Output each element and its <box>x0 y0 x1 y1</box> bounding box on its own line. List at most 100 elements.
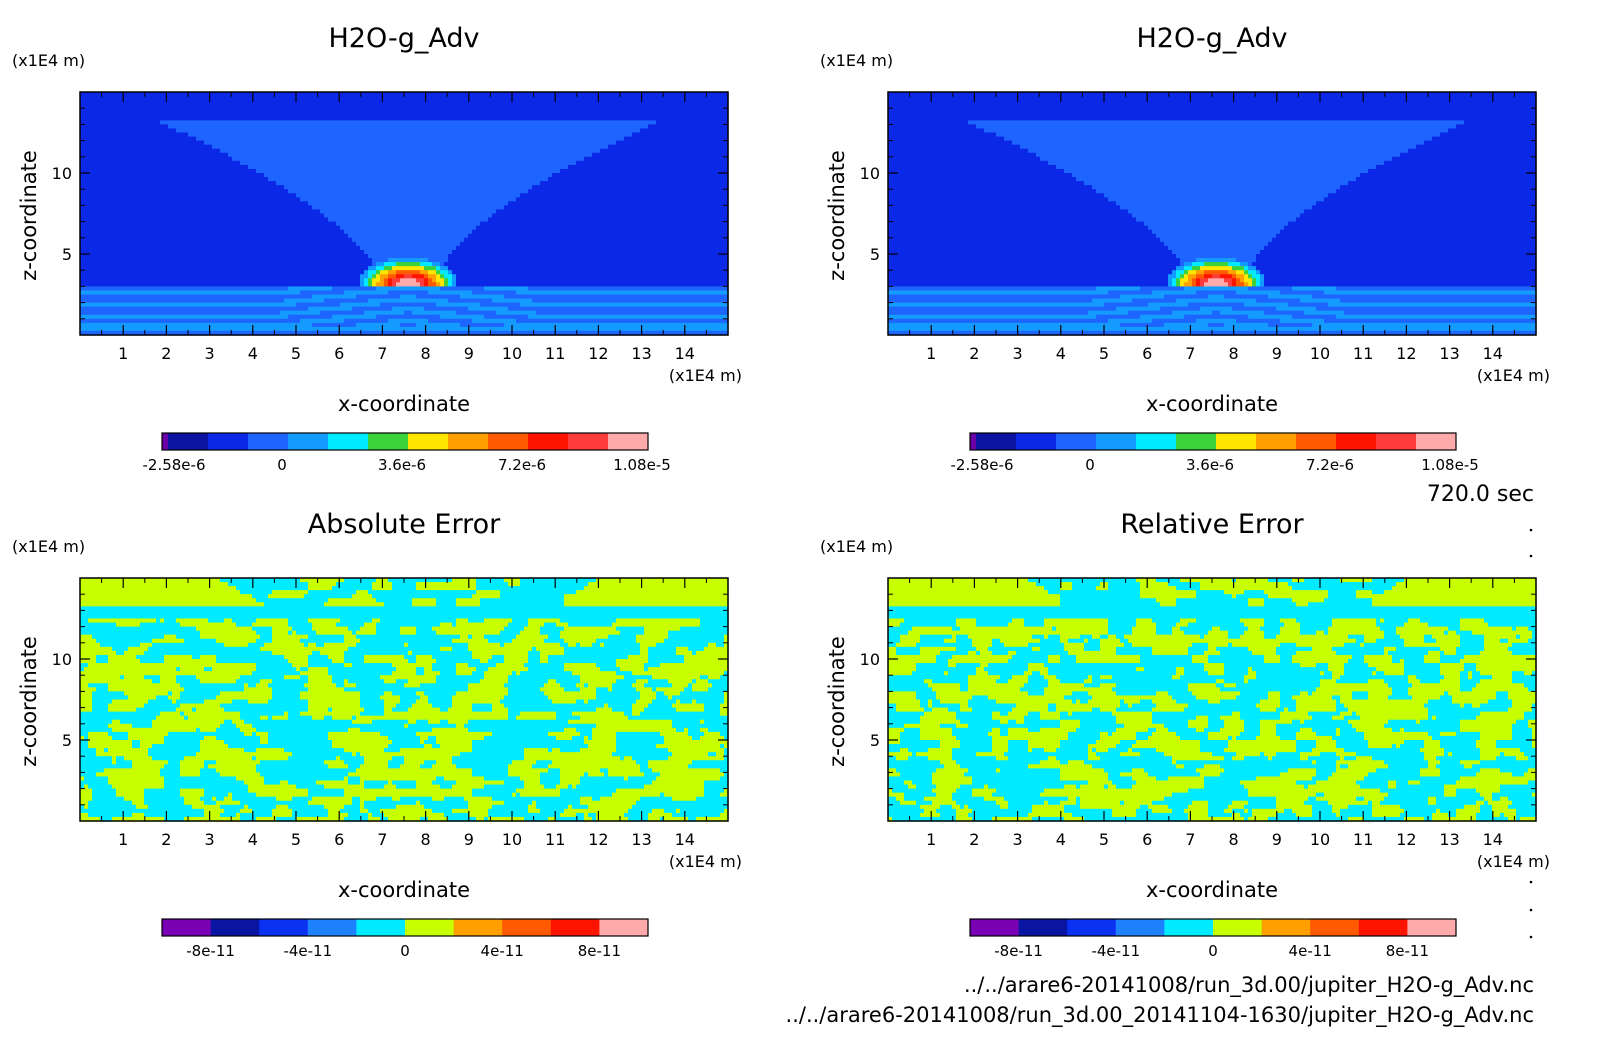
heatmap-cell <box>428 149 433 154</box>
heatmap-cell <box>604 149 609 154</box>
heatmap-cell <box>568 153 573 158</box>
heatmap-cell <box>84 133 89 138</box>
heatmap-cell <box>392 116 397 121</box>
heatmap-cell <box>272 137 277 142</box>
heatmap-cell <box>568 149 573 154</box>
heatmap-cell <box>140 209 145 214</box>
heatmap-cell <box>644 165 649 170</box>
heatmap-cell <box>88 96 93 101</box>
heatmap-cell <box>544 181 549 186</box>
heatmap-cell <box>120 193 125 198</box>
heatmap-cell <box>720 209 725 214</box>
heatmap-cell <box>400 165 405 170</box>
heatmap-cell <box>420 116 425 121</box>
heatmap-cell <box>352 112 357 117</box>
heatmap-cell <box>456 214 461 219</box>
heatmap-cell <box>512 100 517 105</box>
heatmap-cell <box>416 145 421 150</box>
heatmap-cell <box>496 181 501 186</box>
heatmap-cell <box>596 128 601 133</box>
heatmap-cell <box>308 145 313 150</box>
heatmap-cell <box>240 133 245 138</box>
heatmap-cell <box>572 214 577 219</box>
heatmap-cell <box>364 197 369 202</box>
heatmap-cell <box>460 112 465 117</box>
heatmap-cell <box>404 197 409 202</box>
heatmap-cell <box>152 189 157 194</box>
heatmap-cell <box>248 157 253 162</box>
heatmap-cell <box>92 157 97 162</box>
heatmap-cell <box>312 193 317 198</box>
heatmap-cell <box>380 141 385 146</box>
heatmap-cell <box>148 96 153 101</box>
heatmap-cell <box>556 173 561 178</box>
heatmap-cell <box>284 141 289 146</box>
heatmap-cell <box>504 112 509 117</box>
heatmap-cell <box>536 104 541 109</box>
heatmap-cell <box>376 137 381 142</box>
heatmap-cell <box>620 209 625 214</box>
heatmap-cell <box>228 165 233 170</box>
heatmap-cell <box>704 128 709 133</box>
heatmap-cell <box>688 96 693 101</box>
heatmap-cell <box>532 116 537 121</box>
heatmap-cell <box>328 177 333 182</box>
heatmap-cell <box>668 145 673 150</box>
heatmap-cell <box>392 197 397 202</box>
heatmap-cell <box>252 124 257 129</box>
heatmap-cell <box>620 116 625 121</box>
heatmap-cell <box>692 145 697 150</box>
heatmap-cell <box>528 181 533 186</box>
heatmap-cell <box>144 120 149 125</box>
heatmap-cell <box>192 112 197 117</box>
heatmap-cell <box>712 116 717 121</box>
heatmap-cell <box>336 137 341 142</box>
heatmap-cell <box>424 201 429 206</box>
heatmap-cell <box>560 141 565 146</box>
heatmap-cell <box>172 189 177 194</box>
heatmap-cell <box>452 185 457 190</box>
heatmap-cell <box>324 201 329 206</box>
heatmap-cell <box>520 214 525 219</box>
heatmap-cell <box>156 165 161 170</box>
heatmap-cell <box>244 161 249 166</box>
heatmap-cell <box>500 177 505 182</box>
heatmap-cell <box>96 100 101 105</box>
heatmap-cell <box>480 112 485 117</box>
heatmap-cell <box>564 197 569 202</box>
heatmap-cell <box>536 141 541 146</box>
heatmap-cell <box>112 133 117 138</box>
heatmap-cell <box>360 141 365 146</box>
heatmap-cell <box>336 197 341 202</box>
heatmap-cell <box>588 185 593 190</box>
heatmap-cell <box>132 177 137 182</box>
heatmap-cell <box>488 197 493 202</box>
heatmap-cell <box>472 141 477 146</box>
heatmap-cell <box>104 189 109 194</box>
heatmap-cell <box>296 96 301 101</box>
heatmap-cell <box>580 124 585 129</box>
heatmap-cell <box>392 177 397 182</box>
heatmap-cell <box>512 96 517 101</box>
heatmap-cell <box>372 181 377 186</box>
heatmap-cell <box>384 205 389 210</box>
heatmap-cell <box>656 124 661 129</box>
heatmap-cell <box>212 161 217 166</box>
heatmap-cell <box>256 197 261 202</box>
heatmap-cell <box>308 193 313 198</box>
heatmap-cell <box>600 193 605 198</box>
heatmap-cell <box>324 214 329 219</box>
heatmap-cell <box>524 205 529 210</box>
heatmap-cell <box>388 104 393 109</box>
heatmap-cell <box>168 181 173 186</box>
heatmap-cell <box>712 141 717 146</box>
heatmap-cell <box>556 169 561 174</box>
heatmap-cell <box>628 197 633 202</box>
heatmap-cell <box>172 112 177 117</box>
heatmap-cell <box>376 145 381 150</box>
heatmap-cell <box>608 189 613 194</box>
heatmap-cell <box>404 145 409 150</box>
heatmap-cell <box>440 157 445 162</box>
heatmap-cell <box>116 201 121 206</box>
heatmap-cell <box>700 141 705 146</box>
